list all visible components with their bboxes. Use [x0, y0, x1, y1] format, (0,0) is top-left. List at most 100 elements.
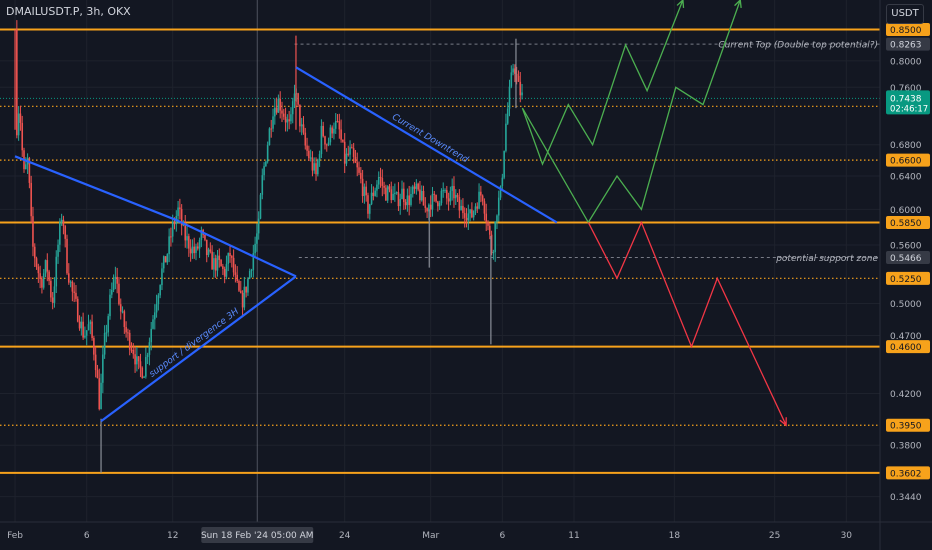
candle-body — [60, 219, 63, 223]
price-level-label-box — [886, 23, 930, 37]
price-axis[interactable]: 0.8000 0.7600 0.6800 0.6400 0.6000 0.5600 0.50… — [879, 0, 932, 550]
projection-paths[interactable] — [521, 0, 787, 427]
candle-body — [386, 186, 389, 201]
candle-body — [209, 249, 212, 252]
candle-body — [437, 201, 439, 207]
candle-body — [121, 311, 124, 313]
price-tick-label: 0.6800 — [890, 141, 922, 151]
candle-body — [80, 321, 83, 329]
candle-body — [252, 253, 255, 270]
candle-body — [234, 272, 237, 275]
candle-body — [239, 290, 242, 293]
candle-body — [73, 291, 75, 293]
candle-body — [291, 101, 294, 115]
time-tick-label: 12 — [167, 531, 178, 541]
projection-path — [587, 220, 787, 426]
candle-body — [64, 226, 67, 239]
reference-level-label: 0.5466 — [890, 254, 922, 264]
candle-body — [306, 145, 308, 151]
candle-body — [245, 286, 247, 293]
trendline — [100, 275, 297, 423]
candle-body — [59, 222, 61, 245]
candle-body — [105, 332, 108, 334]
candle-body — [460, 205, 462, 211]
horizontal-levels: Current Top (Double top potential?) poten… — [0, 28, 880, 474]
candle-body — [128, 332, 131, 350]
candle-body — [372, 192, 375, 196]
candle-body — [171, 221, 174, 237]
candle-body — [503, 150, 505, 178]
candle-body — [424, 205, 427, 209]
projection-path — [521, 0, 684, 166]
price-level-label: 0.8500 — [890, 26, 922, 36]
candle-body — [374, 190, 376, 196]
price-tick-label: 0.6000 — [890, 206, 922, 216]
candle-body — [462, 205, 464, 214]
candle-body — [347, 153, 350, 155]
candle-body — [132, 349, 135, 355]
candle-body — [231, 255, 233, 258]
projection-arrowhead — [734, 0, 742, 9]
candle-body — [161, 268, 163, 286]
candle-body — [241, 292, 244, 308]
candle-body — [395, 192, 398, 194]
candle-body — [417, 183, 419, 190]
candle-body — [216, 255, 219, 271]
candle-body — [480, 191, 482, 196]
candle-body — [331, 127, 333, 134]
candle-body — [338, 121, 341, 130]
price-level-label-box — [886, 466, 930, 480]
candle-body — [370, 192, 373, 205]
time-axis[interactable]: Feb 6 12 24 Mar 6 11 18 25 30 Sun 18 Feb '24 05:00… — [0, 521, 932, 543]
candle-body — [320, 125, 323, 155]
symbol-title[interactable]: DMAILUSDT.P, 3h, OKX — [6, 5, 131, 18]
candle-body — [236, 274, 238, 282]
candle-body — [515, 73, 518, 76]
candle-body — [471, 209, 473, 218]
candle-body — [325, 144, 328, 146]
candle-body — [403, 188, 405, 203]
candle-body — [146, 354, 149, 357]
candle-body — [288, 119, 290, 122]
candle-body — [127, 332, 129, 334]
price-level-label: 0.3950 — [890, 422, 922, 432]
price-tick-label: 0.3800 — [890, 442, 922, 452]
currency-button[interactable]: USDT — [886, 4, 924, 24]
candle-body — [388, 186, 391, 190]
candle-body — [179, 207, 181, 210]
candle-body — [327, 142, 330, 146]
price-level-label: 0.4600 — [890, 343, 922, 353]
candle-body — [274, 107, 276, 117]
candle-body — [62, 219, 65, 227]
candle-body — [352, 148, 355, 157]
candle-body — [137, 356, 140, 362]
reference-level-annotation: potential support zone — [775, 254, 878, 264]
candle-body — [297, 93, 299, 105]
candle-body — [490, 234, 493, 254]
price-level-label-box — [886, 153, 930, 167]
candle-body — [333, 128, 335, 134]
candle-body — [360, 172, 362, 179]
candle-body — [257, 218, 260, 234]
trendline — [295, 66, 558, 224]
candle-body — [408, 195, 410, 205]
candle-body — [420, 190, 423, 201]
candle-body — [311, 157, 314, 171]
candle-body — [349, 147, 351, 155]
candle-body — [501, 177, 504, 186]
candle-body — [42, 273, 45, 288]
candle-body — [136, 356, 138, 365]
candle-body — [57, 244, 59, 257]
candle-body — [39, 273, 41, 279]
candle-body — [238, 281, 240, 291]
candle-body — [227, 252, 230, 264]
candle-body — [248, 270, 251, 279]
candle-body — [383, 185, 385, 188]
candle-body — [481, 195, 484, 202]
candle-body — [456, 194, 459, 197]
price-level-label: 0.6600 — [890, 157, 922, 167]
candle-body — [71, 281, 74, 292]
candle-body — [98, 378, 101, 410]
